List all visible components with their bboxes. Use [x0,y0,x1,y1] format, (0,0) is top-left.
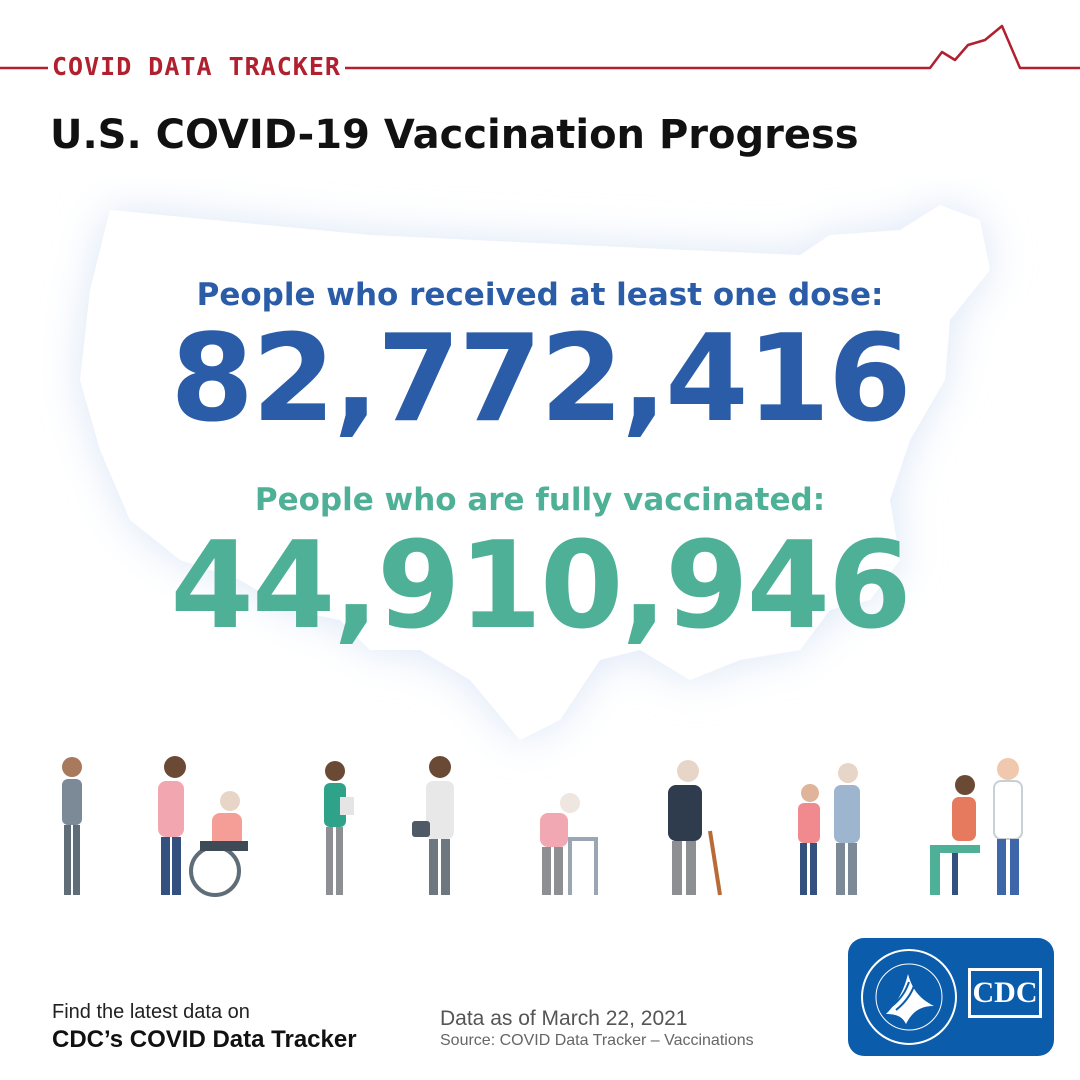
page-title: U.S. COVID-19 Vaccination Progress [50,112,859,158]
fully-vaccinated-label: People who are fully vaccinated: [254,482,826,518]
hhs-eagle-seal-icon [861,949,957,1045]
cdc-logo: CDC [848,938,1054,1056]
people-in-line-illustration [62,756,1023,897]
cdc-logo-text: CDC [968,968,1042,1018]
trend-line-icon [0,24,1080,70]
tracker-label: COVID DATA TRACKER [48,52,345,82]
us-map-illustration [80,205,990,740]
data-as-of: Data as of March 22, 2021 [440,1007,688,1030]
cta-line-1: Find the latest data on [52,1001,250,1023]
dose-count: 82,772,416 [170,310,911,449]
fully-vaccinated-count: 44,910,946 [170,517,911,656]
cta-line-2[interactable]: CDC’s COVID Data Tracker [52,1026,357,1053]
dose-label: People who received at least one dose: [196,277,884,313]
data-source: Source: COVID Data Tracker – Vaccination… [440,1032,754,1049]
